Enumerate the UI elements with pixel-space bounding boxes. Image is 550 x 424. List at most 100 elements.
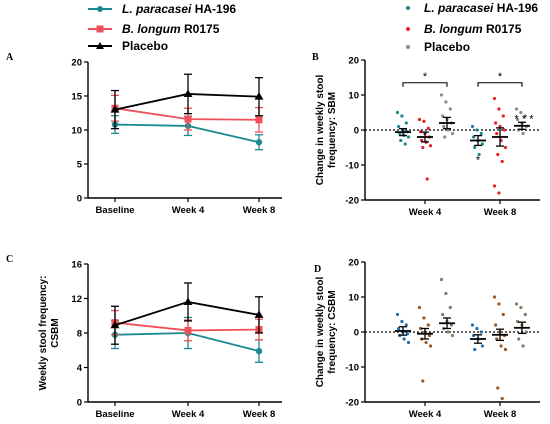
data-dot [519, 110, 523, 115]
data-dot [514, 107, 519, 111]
legend-left: L. paracasei HA-196 B. longum R0175 Plac… [88, 2, 236, 53]
data-dot [501, 114, 505, 118]
y-tick-label: 8 [77, 329, 82, 340]
data-dot [417, 305, 422, 310]
data-dot [424, 340, 428, 345]
legend-left-item-paracasei: L. paracasei HA-196 [88, 2, 236, 16]
y-tick-label: 15 [71, 92, 82, 103]
data-dot [479, 131, 483, 136]
data-dot [402, 337, 406, 341]
x-tick-label: Week 4 [409, 207, 442, 218]
y-tick-label: -10 [345, 363, 359, 374]
legend-label: L. paracasei HA-196 [122, 2, 236, 16]
data-point [183, 297, 193, 305]
data-dot [473, 347, 477, 352]
data-dot [470, 323, 475, 327]
legend-left-item-longum: B. longum R0175 [88, 22, 220, 36]
significance-star: * [476, 154, 481, 166]
legend-dot [406, 27, 410, 31]
panel-label-d: D [314, 264, 321, 275]
y-axis-title: frequency: CSBM [327, 290, 338, 373]
data-dot [448, 305, 452, 310]
data-dot [444, 100, 448, 104]
data-dot [443, 135, 447, 139]
data-dot [500, 159, 504, 164]
significance-star: * * * [515, 113, 535, 125]
data-dot [492, 184, 497, 188]
data-point [110, 105, 120, 113]
data-dot [404, 121, 408, 125]
data-point [255, 347, 263, 355]
data-dot [494, 121, 498, 125]
data-dot [496, 152, 500, 157]
data-dot [444, 291, 448, 296]
data-dot [523, 312, 527, 317]
y-tick-label: 0 [77, 398, 82, 409]
data-dot [427, 333, 431, 338]
data-dot [497, 302, 501, 306]
y-tick-label: -10 [345, 161, 359, 172]
data-dot [494, 323, 498, 327]
legend-right-item-paracasei: L. paracasei HA-196 [406, 1, 538, 15]
y-axis-title: Change in weekly stool [315, 276, 326, 387]
data-dot [497, 191, 501, 195]
x-tick-label: Week 8 [243, 409, 276, 420]
x-tick-label: Baseline [95, 205, 134, 216]
series-line [114, 301, 260, 327]
data-dot [395, 110, 400, 115]
data-point [254, 92, 264, 100]
data-dot [403, 142, 407, 146]
data-point [255, 139, 263, 146]
data-dot [495, 131, 499, 136]
data-dot [441, 312, 445, 317]
data-point [110, 320, 120, 329]
y-tick-label: 20 [71, 58, 82, 69]
data-dot [519, 305, 523, 310]
data-dot [422, 119, 426, 123]
chart-b: -20 -10 0 10 20 Week 4 Week 8 Change in weekly … [315, 56, 540, 218]
data-point [254, 310, 264, 318]
data-dot [514, 302, 519, 306]
data-dot [503, 145, 508, 150]
data-dot [406, 135, 411, 139]
x-tick-label: Week 8 [243, 205, 276, 216]
data-dot [419, 326, 423, 331]
data-dot [496, 386, 500, 390]
data-dot [475, 128, 479, 132]
data-dot [406, 340, 411, 345]
y-tick-label: -20 [345, 196, 359, 207]
data-dot [422, 316, 426, 320]
data-point [183, 89, 193, 97]
y-tick-label: 10 [71, 126, 82, 137]
legend-marker [97, 6, 103, 12]
legend-label: Placebo [424, 40, 470, 54]
data-dot [501, 312, 505, 317]
panel-label-b: B [312, 52, 319, 63]
data-point [184, 115, 192, 123]
legend-right-item-longum: B. longum R0175 [406, 22, 522, 36]
data-dot [426, 323, 430, 327]
data-dot [497, 107, 501, 111]
y-tick-label: 12 [71, 294, 82, 305]
data-dot [521, 131, 525, 136]
data-dot [425, 177, 429, 181]
data-dot [399, 138, 403, 143]
data-dot [492, 295, 497, 299]
data-dot [523, 114, 527, 118]
data-dot [521, 344, 525, 348]
chart-d: -20 -10 0 10 20 Week 4 Week 8 Change in weekly … [315, 258, 540, 420]
significance-star: * [423, 71, 428, 83]
panel-label-a: A [6, 52, 14, 63]
data-dot [421, 145, 425, 150]
y-axis-title: frequency: SBM [327, 92, 338, 168]
x-tick-label: Week 4 [409, 409, 442, 420]
significance-star: * [498, 71, 503, 83]
y-axis-title: CSBM [50, 318, 61, 347]
y-tick-label: 10 [348, 91, 359, 102]
data-dot [400, 114, 404, 118]
y-tick-label: 0 [354, 328, 359, 339]
data-dot [439, 93, 444, 97]
y-axis-title: Change in weekly stool [315, 74, 326, 185]
y-tick-label: 10 [348, 293, 359, 304]
